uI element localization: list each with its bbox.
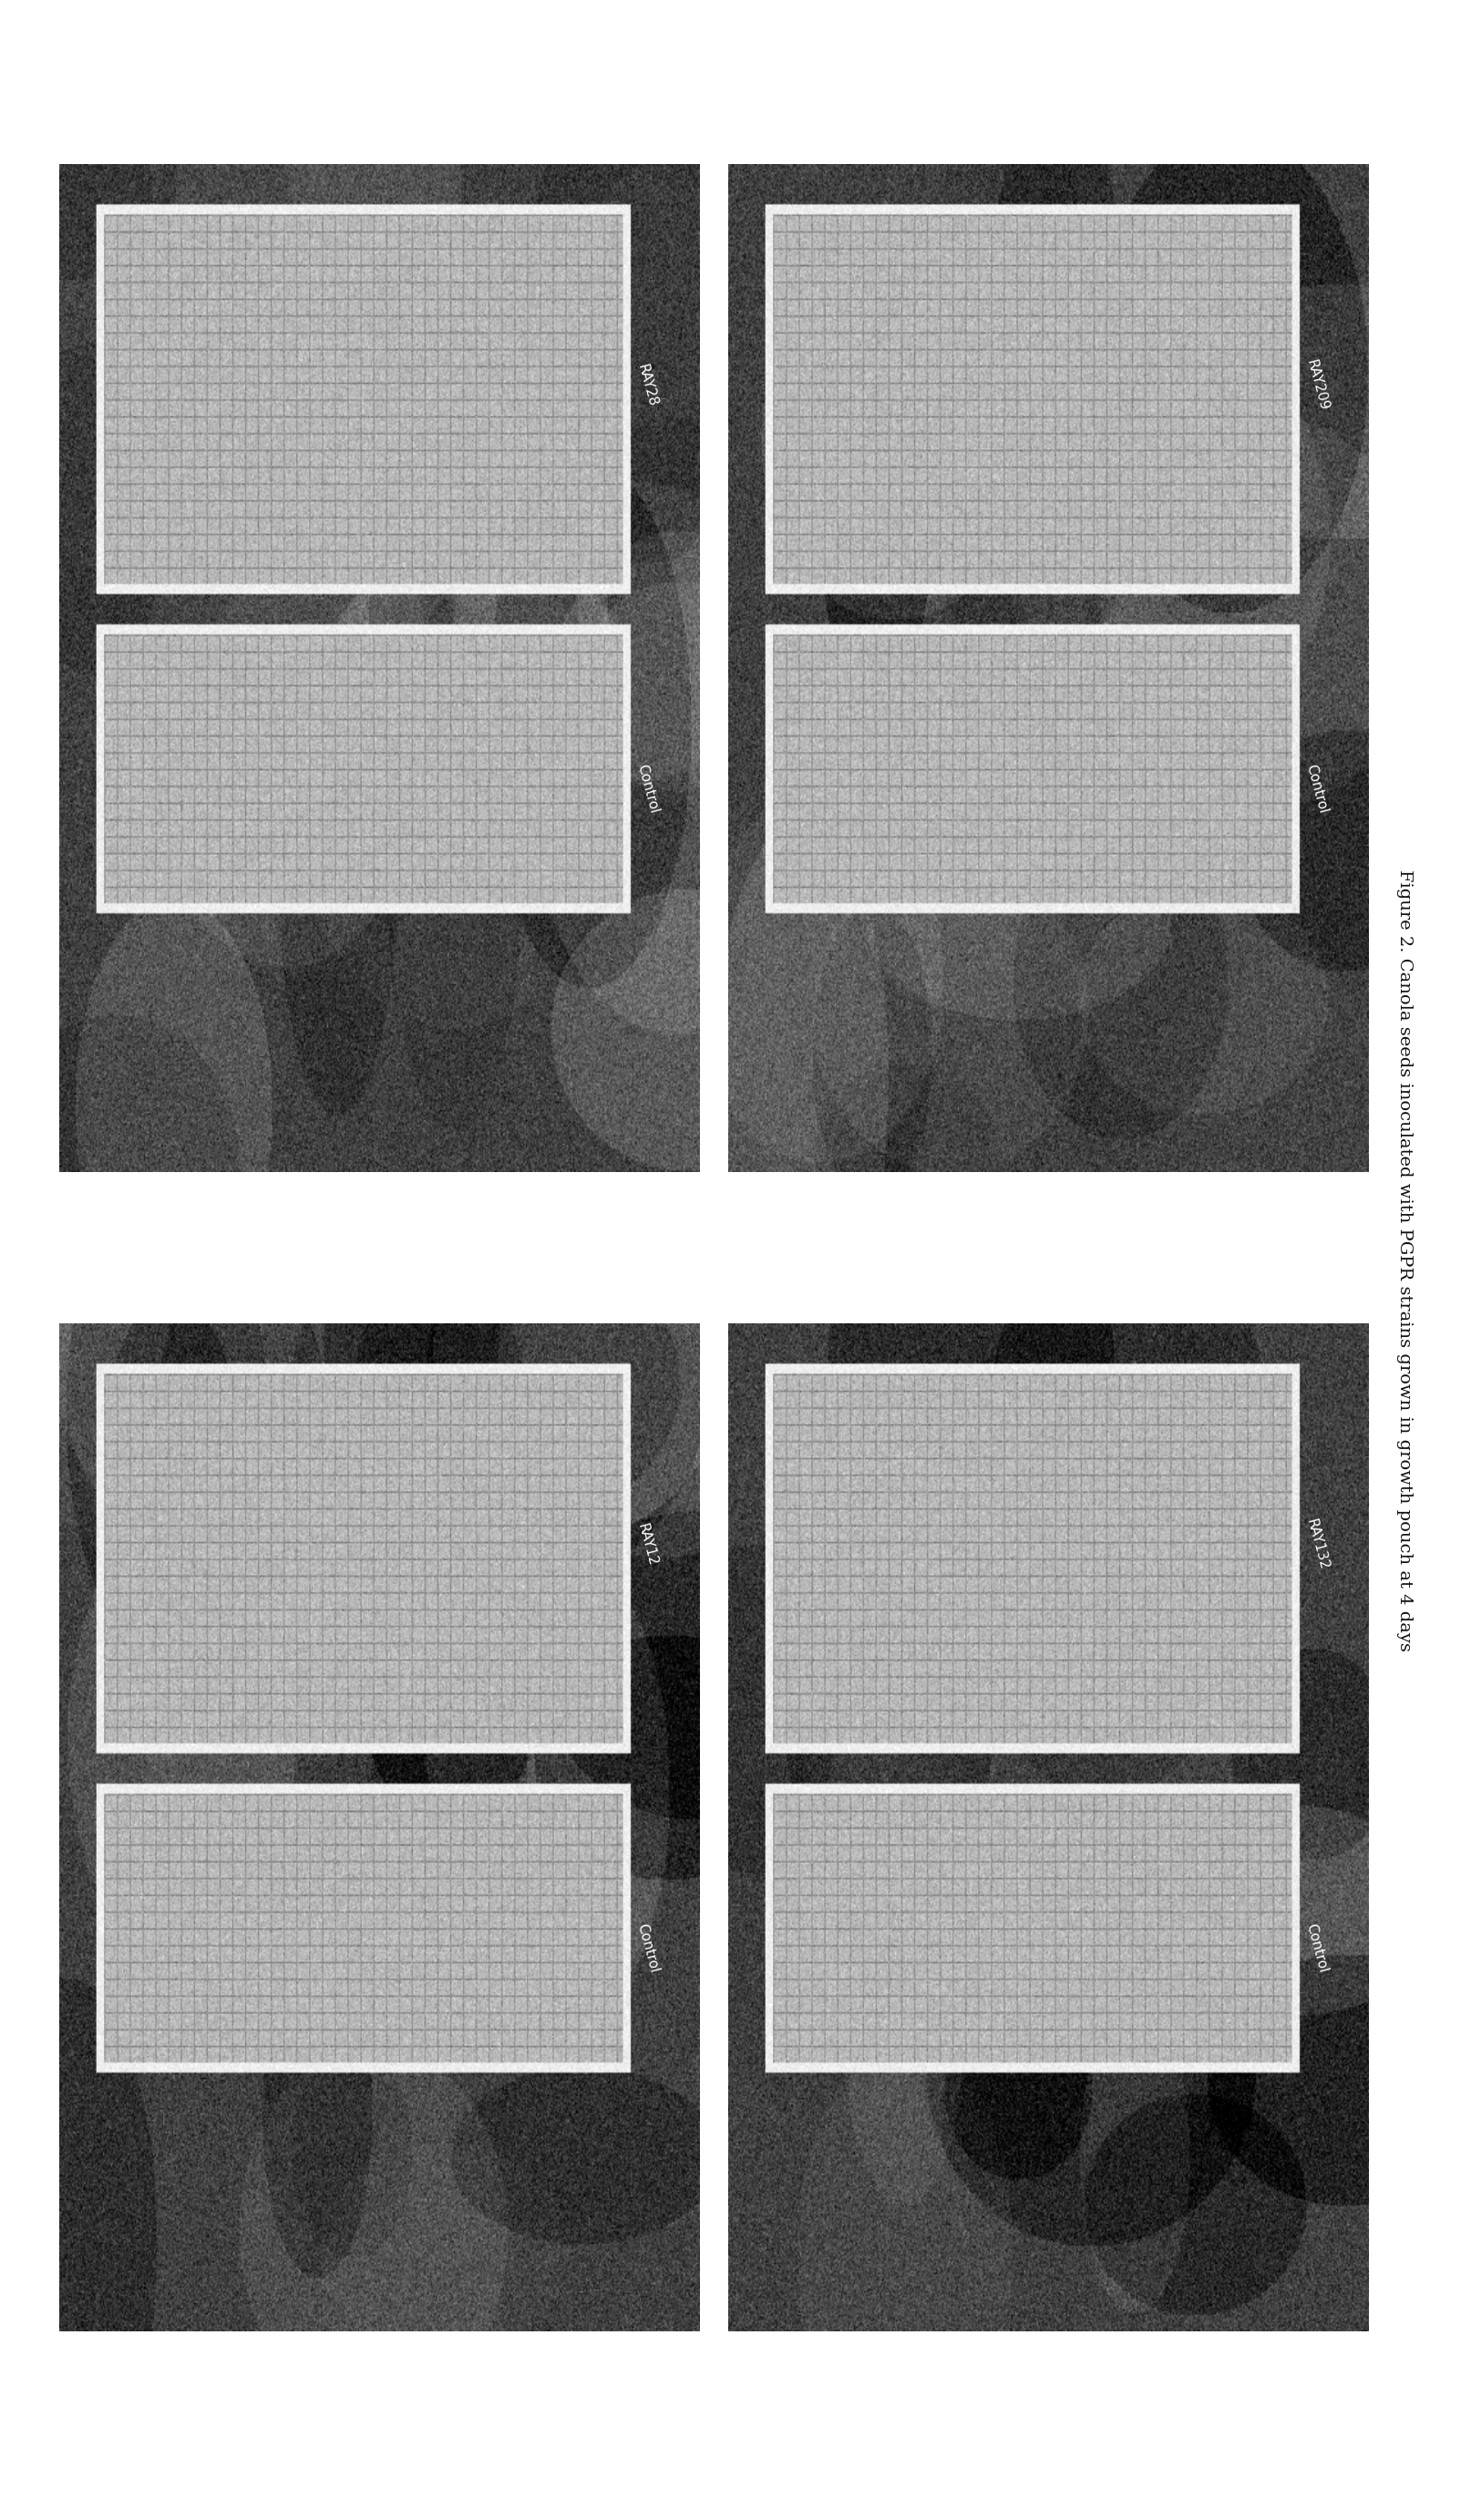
Text: RAY12: RAY12: [635, 1522, 660, 1567]
Text: RAY132: RAY132: [1303, 1517, 1330, 1572]
Text: Control: Control: [1303, 1923, 1330, 1973]
Text: Control: Control: [634, 764, 660, 814]
Text: Figure 2. Canola seeds inoculated with PGPR strains grown in growth pouch at 4 d: Figure 2. Canola seeds inoculated with P…: [1396, 869, 1414, 1651]
Text: Control: Control: [634, 1923, 660, 1973]
Text: RAY28: RAY28: [635, 363, 660, 408]
Text: RAY209: RAY209: [1303, 358, 1330, 413]
Text: Control: Control: [1303, 764, 1330, 814]
